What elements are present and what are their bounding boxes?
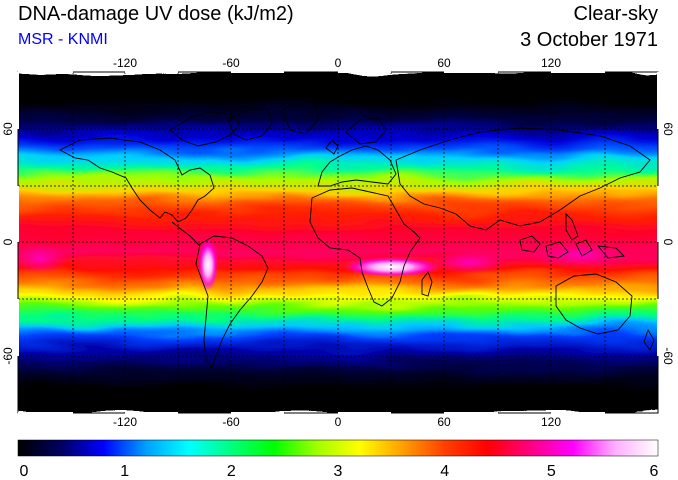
lat-tick-left-60: 60 bbox=[1, 122, 15, 136]
lon-tick-bottom-60: 60 bbox=[437, 415, 451, 429]
lon-tick-top-0: 0 bbox=[335, 56, 342, 70]
lon-tick-bottom-120: 120 bbox=[541, 415, 561, 429]
lon-tick-top-minus120: -120 bbox=[113, 56, 137, 70]
colorbar-tick-1: 1 bbox=[120, 463, 129, 480]
lat-tick-right-60: 60 bbox=[661, 122, 675, 136]
lat-tick-left-0: 0 bbox=[1, 238, 15, 245]
uv-field bbox=[18, 72, 658, 413]
colorbar-tick-3: 3 bbox=[334, 463, 343, 480]
colorbar-tick-2: 2 bbox=[227, 463, 236, 480]
lon-tick-top-60: 60 bbox=[437, 56, 451, 70]
colorbar-tick-6: 6 bbox=[650, 463, 659, 480]
lon-tick-top-minus60: -60 bbox=[222, 56, 240, 70]
colorbar-strip bbox=[17, 439, 659, 457]
uv-dose-map: -120 -60 0 60 120 -120 -60 0 60 120 60 0… bbox=[1, 56, 675, 429]
lon-tick-bottom-minus60: -60 bbox=[222, 415, 240, 429]
border-scale bbox=[16, 70, 660, 415]
colorbar-tick-5: 5 bbox=[547, 463, 556, 480]
lat-tick-right-minus60: -60 bbox=[661, 347, 675, 365]
colorbar-tick-0: 0 bbox=[20, 463, 29, 480]
lon-tick-bottom-minus120: -120 bbox=[113, 415, 137, 429]
map-title: DNA-damage UV dose (kJ/m2) bbox=[18, 3, 294, 25]
colorbar-tick-4: 4 bbox=[440, 463, 449, 480]
lon-tick-top-120: 120 bbox=[541, 56, 561, 70]
sky-condition: Clear-sky bbox=[573, 3, 658, 25]
lon-tick-bottom-0: 0 bbox=[335, 415, 342, 429]
lat-tick-left-minus60: -60 bbox=[1, 347, 15, 365]
map-date: 3 October 1971 bbox=[520, 29, 658, 51]
graticule bbox=[18, 72, 658, 413]
lat-tick-right-0: 0 bbox=[661, 239, 675, 246]
map-subtitle: MSR - KNMI bbox=[18, 31, 108, 48]
